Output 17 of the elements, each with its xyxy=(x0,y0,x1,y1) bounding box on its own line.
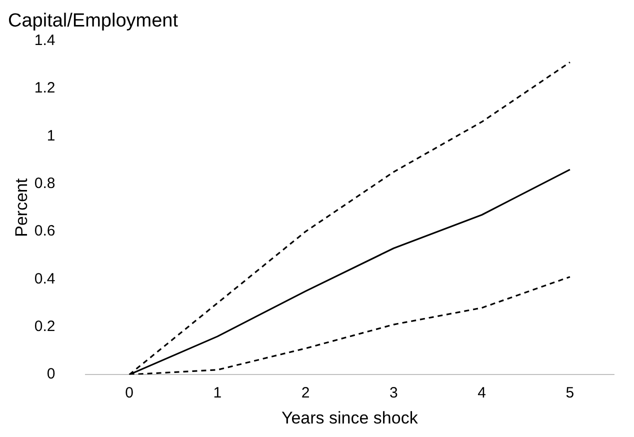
y-axis-title: Percent xyxy=(12,178,31,237)
y-tick-label: 0.2 xyxy=(34,318,56,336)
y-tick-label: 0.8 xyxy=(34,175,56,192)
x-tick-label: 4 xyxy=(478,384,486,402)
y-tick-label: 1 xyxy=(46,127,56,144)
y-tick-label: 0.6 xyxy=(34,222,56,240)
y-tick-label: 0 xyxy=(46,366,56,383)
x-tick-label: 1 xyxy=(213,384,222,402)
x-tick-label: 3 xyxy=(390,384,398,402)
x-tick-label: 2 xyxy=(301,384,310,402)
y-tick-label: 0.4 xyxy=(34,270,56,288)
x-axis-title: Years since shock xyxy=(281,408,418,428)
x-tick-label: 5 xyxy=(566,384,574,402)
y-tick-label: 1.4 xyxy=(34,32,56,49)
x-tick-label: 0 xyxy=(125,384,134,402)
y-tick-label: 1.2 xyxy=(34,80,56,97)
chart-title: Capital/Employment xyxy=(8,10,179,32)
